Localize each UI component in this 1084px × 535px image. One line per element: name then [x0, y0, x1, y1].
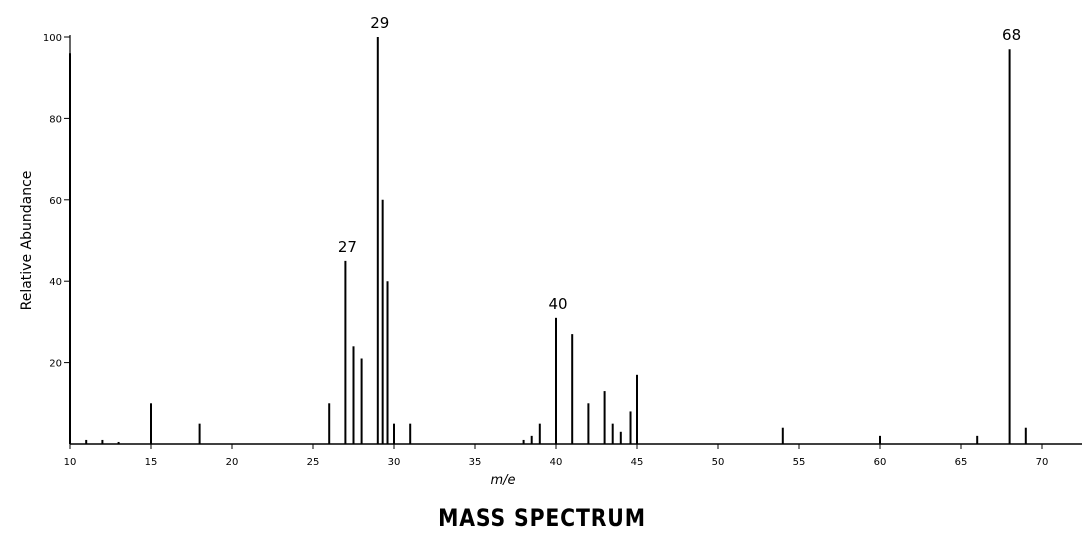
peak-label: 29 — [370, 14, 389, 32]
x-tick-label: 30 — [388, 457, 401, 468]
peak-label: 40 — [548, 295, 567, 313]
y-tick-label: 100 — [43, 33, 62, 44]
x-axis-label: m/e — [490, 473, 515, 488]
x-ticks: 1015202530354045505560657075808590951001… — [64, 444, 1049, 468]
x-tick-label: 35 — [469, 457, 482, 468]
y-tick-label: 80 — [49, 114, 62, 125]
y-axis-title: Relative Abundance — [19, 171, 35, 311]
x-tick-label: 20 — [226, 457, 239, 468]
x-tick-label: 10 — [64, 457, 77, 468]
chart-title: MASS SPECTRUM — [438, 504, 646, 532]
x-tick-label: 40 — [550, 457, 563, 468]
x-tick-label: 50 — [712, 457, 725, 468]
y-tick-label: 40 — [49, 277, 62, 288]
peak-annotations: 2927406886M(113) — [338, 14, 1021, 313]
x-tick-label: 65 — [955, 457, 968, 468]
peak-label: 68 — [1002, 26, 1021, 44]
x-tick-label: 70 — [1036, 457, 1049, 468]
y-tick-label: 60 — [49, 196, 62, 207]
x-tick-label: 15 — [145, 457, 158, 468]
x-tick-label: 45 — [631, 457, 644, 468]
y-tick-label: 20 — [49, 359, 62, 370]
y-ticks: 20 40 60 80 100 — [43, 33, 70, 370]
peak-label: 27 — [338, 238, 357, 256]
peak-bars — [69, 37, 1027, 444]
x-tick-label: 25 — [307, 457, 320, 468]
x-tick-label: 60 — [874, 457, 887, 468]
x-tick-label: 55 — [793, 457, 806, 468]
axes — [69, 35, 1082, 445]
y-axis-label: Relative Abundance — [19, 171, 35, 311]
